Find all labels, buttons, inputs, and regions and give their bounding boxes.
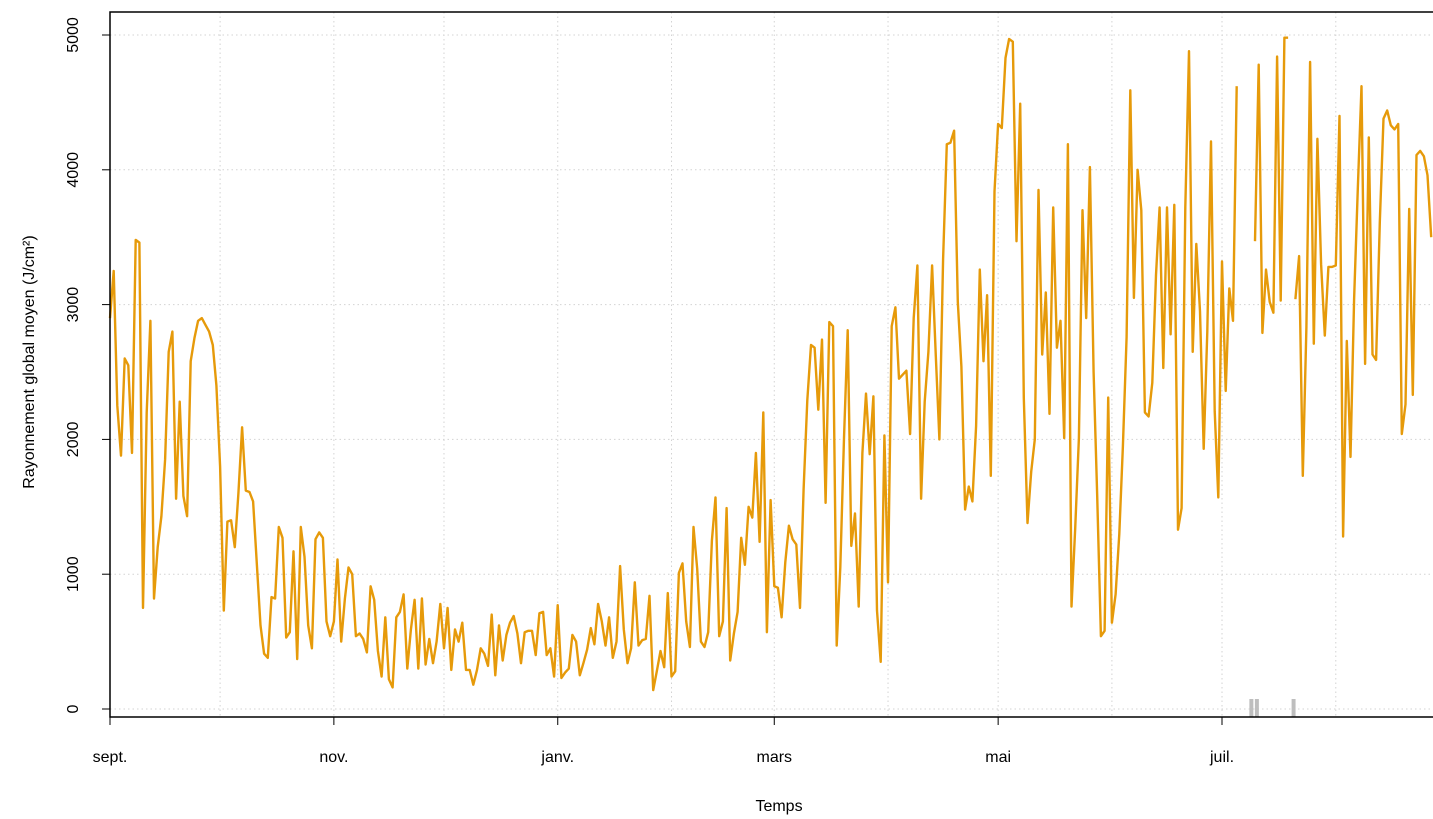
x-tick-label: janv. [540, 749, 574, 766]
y-axis: 0 1000 2000 3000 4000 5000 [65, 17, 110, 713]
series-line [1253, 36, 1289, 335]
x-tick-label: mai [985, 749, 1011, 766]
x-axis-title: Temps [755, 798, 802, 815]
y-tick-label: 3000 [65, 287, 82, 323]
series-line [1294, 60, 1433, 538]
x-axis: sept. nov. janv. mars mai juil. [93, 717, 1234, 766]
y-tick-label: 5000 [65, 17, 82, 53]
y-tick-label: 1000 [65, 556, 82, 592]
y-tick-label: 2000 [65, 422, 82, 458]
y-tick-label: 0 [65, 704, 82, 713]
plot-area [108, 36, 1433, 717]
x-tick-label: nov. [319, 749, 348, 766]
x-tick-label: mars [756, 749, 792, 766]
y-tick-label: 4000 [65, 152, 82, 188]
y-axis-title: Rayonnement global moyen (J/cm²) [21, 235, 38, 488]
grid-lines [109, 12, 1433, 717]
x-tick-label: juil. [1209, 749, 1234, 766]
plot-frame [109, 11, 1433, 718]
x-tick-label: sept. [93, 749, 128, 766]
series-line [108, 37, 1238, 692]
